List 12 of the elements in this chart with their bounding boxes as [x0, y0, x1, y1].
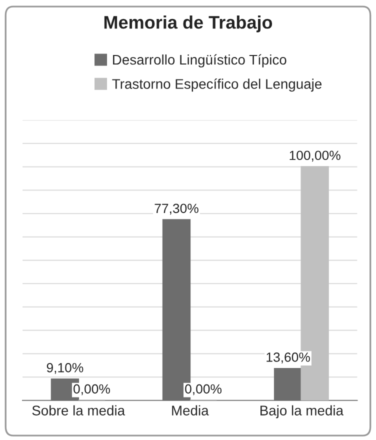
data-label: 9,10% — [46, 363, 84, 374]
x-tick-label: Sobre la media — [32, 405, 126, 416]
data-label: 0,00% — [74, 384, 110, 396]
chart-title: Memoria de Trabajo — [104, 16, 272, 32]
x-tick-label: Media — [172, 405, 209, 416]
x-tick-label: Bajo la media — [260, 405, 344, 418]
data-label: 0,00% — [185, 384, 222, 396]
legend-label: Desarrollo Lingüístico Típico — [113, 54, 286, 68]
data-label: 13,60% — [266, 352, 310, 364]
data-label: 100,00% — [290, 150, 340, 162]
legend-label: Trastorno Específico del Lenguaje — [112, 78, 322, 92]
data-label: 77,30% — [154, 204, 198, 215]
